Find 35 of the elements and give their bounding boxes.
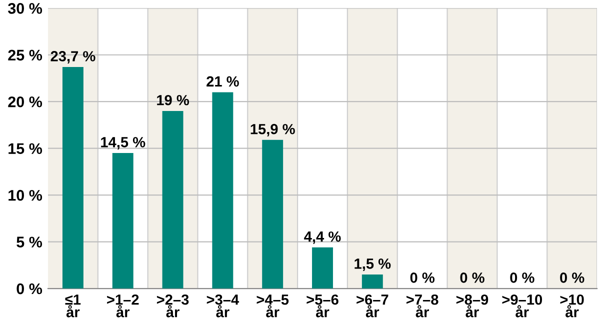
bar — [312, 247, 333, 289]
y-tick-label: 10 % — [8, 190, 42, 201]
bar — [212, 92, 234, 289]
x-tick-label: >4–5 år — [256, 294, 289, 318]
x-tick-label: >2–3 år — [156, 294, 189, 318]
x-tick-label: >8–9 år — [456, 294, 488, 318]
data-label: 1,5 % — [354, 258, 391, 271]
x-tick-label: >1–2 år — [107, 294, 139, 318]
y-tick-label: 20 % — [8, 96, 42, 108]
x-tick-label: ≤1 år — [65, 294, 81, 318]
y-tick-label: 0 % — [16, 283, 42, 294]
data-label: 4,4 % — [304, 231, 341, 244]
data-label: 23,7 % — [50, 51, 96, 64]
bar — [112, 153, 134, 289]
data-label: 15,9 % — [250, 124, 295, 136]
bar — [162, 110, 184, 289]
data-label: 0 % — [510, 272, 534, 283]
y-tick-label: 30 % — [8, 3, 42, 14]
x-tick-label: >6–7 år — [356, 294, 388, 318]
x-tick-label: >9–10 år — [502, 294, 542, 318]
y-tick-label: 25 % — [8, 50, 42, 61]
bar — [262, 140, 284, 289]
data-label: 0 % — [460, 272, 484, 283]
x-tick-label: >3–4 år — [206, 294, 240, 318]
data-label: 0 % — [410, 272, 434, 283]
y-tick-label: 5 % — [16, 236, 42, 248]
data-label: 21 % — [206, 76, 239, 87]
bar — [362, 274, 383, 289]
x-tick-label: >7–8 år — [406, 294, 438, 318]
data-label: 14,5 % — [101, 137, 146, 150]
x-tick-label: >5–6 år — [306, 294, 338, 318]
data-label: 19 % — [157, 94, 190, 106]
y-tick-label: 15 % — [8, 143, 42, 154]
x-tick-label: >10 år — [560, 294, 584, 318]
data-label: 0 % — [560, 272, 584, 283]
